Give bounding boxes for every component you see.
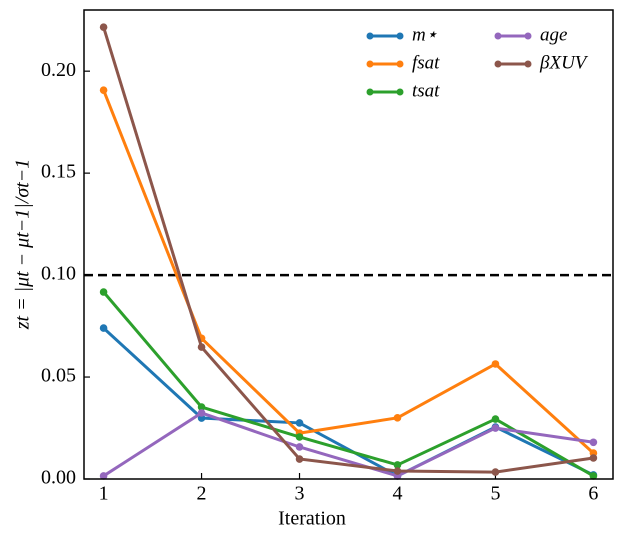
data-point <box>99 86 108 94</box>
data-point <box>491 360 500 368</box>
data-point <box>491 415 500 423</box>
y-tick-label: 0.00 <box>41 467 76 489</box>
legend-marker <box>524 32 532 40</box>
series-line <box>102 26 594 474</box>
data-point <box>99 23 108 31</box>
data-point <box>295 455 304 463</box>
legend-label: age <box>540 24 567 45</box>
series-line <box>102 326 595 478</box>
data-point <box>197 403 206 411</box>
x-tick-label: 1 <box>99 483 109 505</box>
x-tick-label: 3 <box>295 483 305 505</box>
data-point <box>99 472 108 480</box>
data-point <box>295 419 304 427</box>
series-line <box>102 411 594 478</box>
legend-marker <box>494 60 502 68</box>
legend-marker <box>396 60 404 68</box>
legend-label: tsat <box>412 80 440 101</box>
data-point <box>589 438 598 447</box>
data-point <box>197 409 206 417</box>
legend-marker <box>366 32 374 40</box>
x-tick-label: 4 <box>392 483 402 505</box>
legend-label: fsat <box>412 52 440 73</box>
x-tick-label: 2 <box>197 483 207 505</box>
data-point <box>393 467 402 475</box>
legend-marker <box>366 60 374 68</box>
x-axis-label: Iteration <box>278 508 346 530</box>
y-tick-label: 0.05 <box>41 365 76 387</box>
plot-frame <box>83 9 614 480</box>
legend-label: m⋆ <box>412 24 438 45</box>
data-point <box>99 324 108 332</box>
data-point <box>589 454 598 462</box>
data-point <box>491 468 500 476</box>
data-point <box>295 433 304 441</box>
legend-marker <box>396 32 404 40</box>
y-tick-label: 0.15 <box>41 161 76 183</box>
data-point <box>589 472 598 480</box>
data-point <box>393 414 402 422</box>
legend-marker <box>524 60 532 68</box>
x-tick-label: 6 <box>588 483 598 505</box>
data-point <box>491 424 500 432</box>
legend-label: βXUV <box>539 52 589 73</box>
series-line <box>102 291 595 478</box>
legend-marker <box>396 88 404 96</box>
data-point <box>393 461 402 469</box>
x-tick-label: 5 <box>490 483 500 505</box>
y-tick-label: 0.20 <box>41 59 76 81</box>
legend-marker <box>366 88 374 96</box>
data-point <box>197 343 206 351</box>
legend-marker <box>494 32 502 40</box>
data-point <box>295 443 304 451</box>
data-point <box>99 288 108 296</box>
y-axis-label: zt = |μt − μt−1|/σt−1 <box>12 159 34 331</box>
y-tick-label: 0.10 <box>41 263 76 285</box>
